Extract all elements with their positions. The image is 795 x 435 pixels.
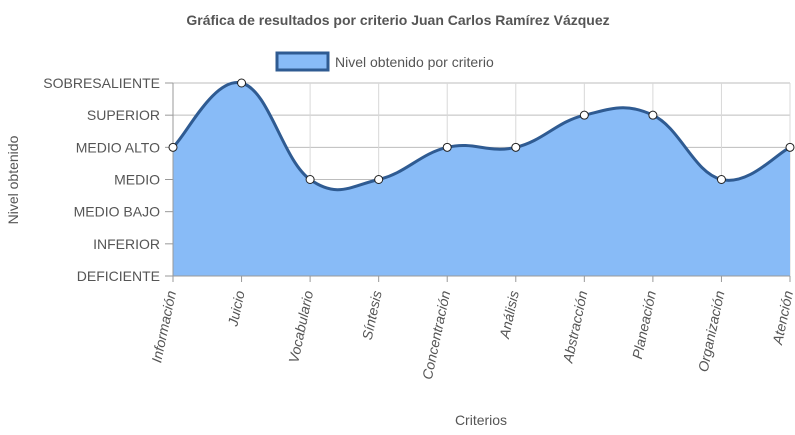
- data-point[interactable]: Información: MEDIO ALTO: [168, 142, 178, 152]
- data-point[interactable]: Análisis: MEDIO ALTO: [511, 142, 521, 152]
- data-point[interactable]: Planeación: SUPERIOR: [648, 110, 658, 120]
- x-tick-labels: Información Juicio Vocabulario Síntesis Conc…: [148, 289, 795, 381]
- data-point[interactable]: Concentración: MEDIO ALTO: [442, 142, 452, 152]
- series-area: [173, 82, 790, 276]
- y-tick-label: SUPERIOR: [87, 107, 160, 123]
- x-axis-label: Criterios: [455, 412, 507, 428]
- x-tick-label: Atención: [769, 289, 795, 347]
- data-point[interactable]: Vocabulario: MEDIO: [305, 175, 315, 184]
- x-tick-label: Abstracción: [559, 289, 590, 365]
- x-tick-label: Síntesis: [359, 289, 385, 341]
- legend-swatch[interactable]: [275, 51, 330, 72]
- legend-label[interactable]: Nivel obtenido por criterio: [335, 54, 494, 70]
- data-point[interactable]: Abstracción: SUPERIOR: [579, 110, 589, 120]
- legend[interactable]: Nivel obtenido por criterio: [275, 51, 494, 72]
- data-point[interactable]: Juicio: SOBRESALIENTE: [237, 78, 247, 88]
- y-tick-label: SOBRESALIENTE: [43, 75, 160, 91]
- data-point[interactable]: Atención: MEDIO ALTO: [785, 142, 795, 152]
- y-axis-label: Nivel obtenido: [5, 135, 21, 224]
- data-point[interactable]: Organización: MEDIO: [716, 175, 726, 184]
- data-points: Información: MEDIO ALTO Juicio: SOBRESALI…: [168, 78, 795, 184]
- x-tick-label: Vocabulario: [285, 289, 316, 364]
- area-layer: [171, 81, 791, 276]
- x-tick-label: Organización: [695, 289, 728, 373]
- x-tick-label: Juicio: [224, 289, 247, 329]
- x-tick-label: Concentración: [419, 289, 453, 381]
- x-tick-label: Planeación: [629, 289, 659, 360]
- chart-title: Gráfica de resultados por criterio Juan …: [186, 12, 609, 28]
- x-tick-label: Análisis: [496, 289, 522, 341]
- y-tick-label: DEFICIENTE: [77, 268, 160, 284]
- data-point[interactable]: Síntesis: MEDIO: [374, 175, 384, 184]
- x-tick-label: Información: [148, 289, 179, 364]
- y-tick-label: MEDIO BAJO: [74, 204, 160, 220]
- y-tick-label: MEDIO ALTO: [76, 139, 160, 155]
- series-line: [171, 81, 791, 192]
- y-tick-label: MEDIO: [114, 172, 160, 188]
- y-tick-label: INFERIOR: [93, 236, 160, 252]
- y-tick-labels: DEFICIENTE INFERIOR MEDIO BAJO MEDIO MEDIO A…: [43, 75, 160, 284]
